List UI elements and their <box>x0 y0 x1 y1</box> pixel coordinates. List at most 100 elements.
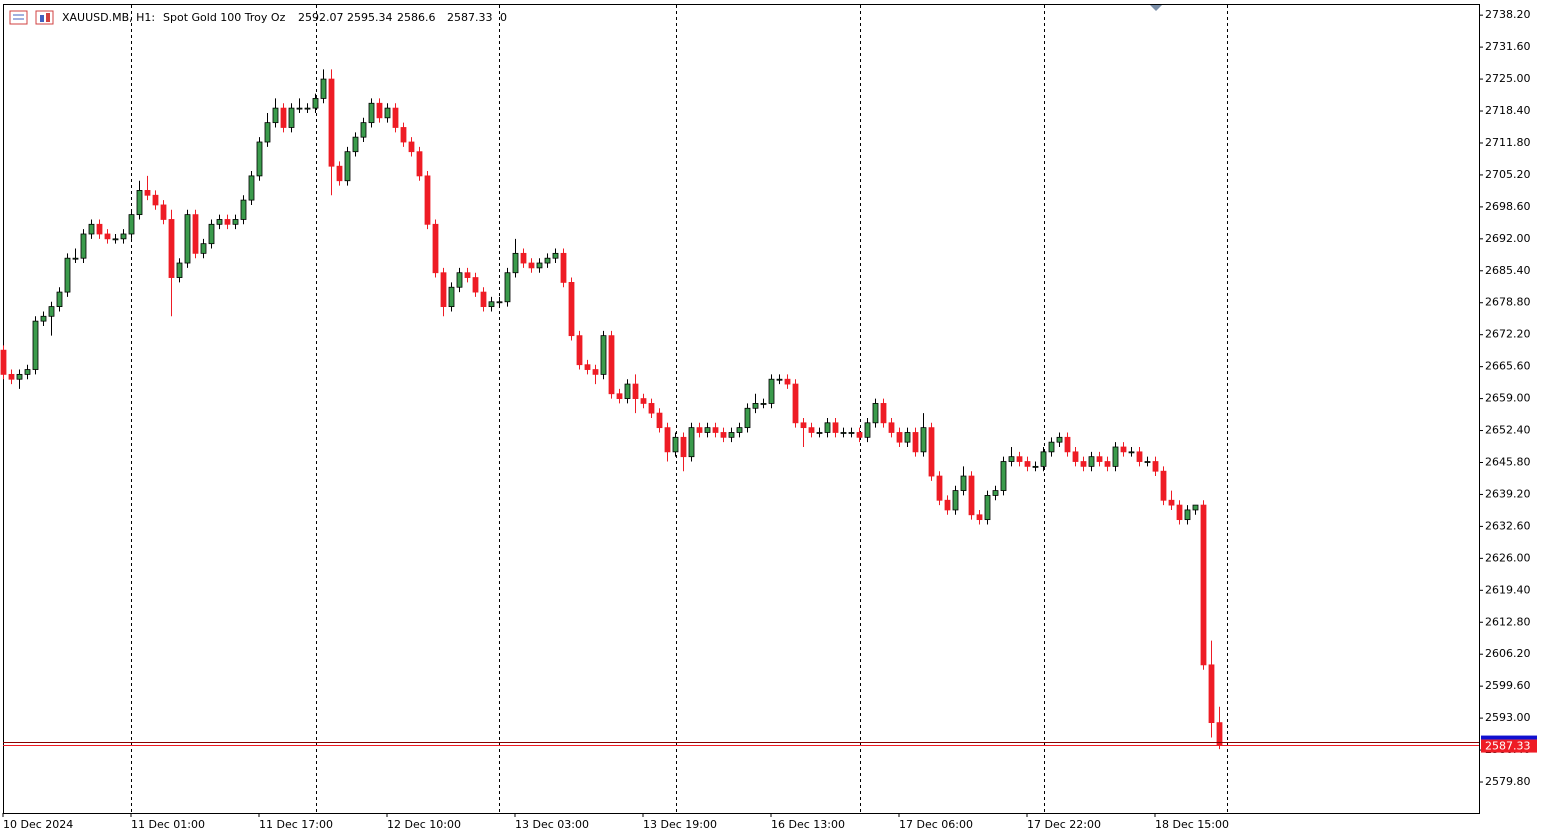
candle-body <box>1024 461 1031 467</box>
candle-body <box>616 393 623 399</box>
candle-body <box>432 223 439 274</box>
candle-body <box>328 78 335 167</box>
candle-body <box>648 403 655 414</box>
candle-body <box>120 233 127 240</box>
candle-body <box>312 98 319 109</box>
candle-body <box>1136 451 1143 462</box>
candle-body <box>992 490 999 496</box>
candle-body <box>1056 436 1063 443</box>
candle-body <box>704 427 711 433</box>
toolbar-icons <box>9 10 54 25</box>
candle-body <box>576 335 583 366</box>
candle-body <box>264 122 271 143</box>
candle-body <box>344 151 351 182</box>
last-open: 2592.07 <box>298 11 344 24</box>
y-tick-label: 2672.20 <box>1485 328 1531 341</box>
candle-body <box>528 262 535 269</box>
candle-body <box>168 219 175 278</box>
candle-body <box>952 490 959 511</box>
candle-body <box>1176 504 1183 521</box>
last-high: 2595.34 <box>347 11 393 24</box>
candle-body <box>1152 461 1159 472</box>
candle-body <box>848 432 855 434</box>
candle-body <box>712 427 719 433</box>
candle-body <box>624 383 631 399</box>
candle-body <box>112 238 119 241</box>
y-tick-label: 2645.80 <box>1485 455 1531 468</box>
price-tag-label: 2587.33 <box>1485 740 1531 753</box>
candle-body <box>744 407 751 429</box>
y-tick-label: 2579.80 <box>1485 775 1531 788</box>
candle-body <box>880 403 887 424</box>
candle-body <box>24 369 31 375</box>
candle-body <box>232 219 239 225</box>
candle-body <box>240 199 247 220</box>
y-tick-label: 2692.00 <box>1485 232 1531 245</box>
candle-body <box>856 432 863 438</box>
candle-body <box>1008 456 1015 462</box>
candle-body <box>1064 436 1071 453</box>
candle-body <box>1128 451 1135 454</box>
candle-body <box>1000 461 1007 491</box>
candle-body <box>688 427 695 458</box>
y-tick-label: 2665.60 <box>1485 360 1531 373</box>
candle-body <box>912 432 919 453</box>
candle-body <box>200 243 207 254</box>
x-tick-label: 18 Dec 15:00 <box>1155 818 1229 831</box>
symbol: XAUUSD.MB, H1: <box>62 11 155 24</box>
candle-body <box>984 495 991 521</box>
y-tick-label: 2619.40 <box>1485 583 1531 596</box>
candle-body <box>672 436 679 453</box>
candle-body <box>88 223 95 235</box>
candle-body <box>136 190 143 216</box>
icon[interactable] <box>35 10 54 25</box>
candle-body <box>96 223 103 235</box>
candle-body <box>1112 446 1119 467</box>
candle-body <box>72 257 79 260</box>
y-tick-label: 2632.60 <box>1485 519 1531 532</box>
candle-body <box>384 107 391 119</box>
shift-marker[interactable] <box>1150 5 1162 11</box>
ask-tag <box>1481 735 1537 740</box>
candle-body <box>1144 461 1151 463</box>
candle-body <box>256 141 263 177</box>
y-tick-label: 2652.40 <box>1485 424 1531 437</box>
candle-body <box>40 315 47 322</box>
y-tick-label: 2626.00 <box>1485 551 1531 564</box>
candle-body <box>936 475 943 501</box>
icon[interactable] <box>9 10 28 25</box>
candle-body <box>296 107 303 110</box>
y-tick-label: 2659.00 <box>1485 392 1531 405</box>
candle-body <box>816 432 823 434</box>
candle-body <box>1048 441 1055 453</box>
candle-body <box>944 499 951 511</box>
candle-body <box>16 373 23 380</box>
candle-body <box>784 378 791 385</box>
x-tick-label: 10 Dec 2024 <box>3 818 73 831</box>
candle-body <box>392 107 399 128</box>
candle-body <box>64 257 71 293</box>
candle-body <box>280 107 287 128</box>
candle-body <box>680 436 687 458</box>
candle-body <box>1016 456 1023 462</box>
icon-bar <box>40 15 44 22</box>
candle-body <box>1088 456 1095 467</box>
y-tick-label: 2685.40 <box>1485 264 1531 277</box>
candle-body <box>584 364 591 370</box>
candle-body <box>512 252 519 274</box>
candle-body <box>424 175 431 225</box>
candle-body <box>832 422 839 433</box>
candle-body <box>760 403 767 405</box>
candle-body <box>400 127 407 143</box>
x-tick-label: 17 Dec 22:00 <box>1027 818 1101 831</box>
candle-body <box>104 233 111 240</box>
candle-body <box>184 214 191 264</box>
candle-body <box>152 194 159 206</box>
description: Spot Gold 100 Troy Oz <box>163 11 286 24</box>
candle-body <box>808 427 815 433</box>
x-tick-label: 11 Dec 17:00 <box>259 818 333 831</box>
candle-body <box>320 78 327 99</box>
y-tick-label: 2738.20 <box>1485 8 1531 21</box>
candle-body <box>1192 504 1199 511</box>
